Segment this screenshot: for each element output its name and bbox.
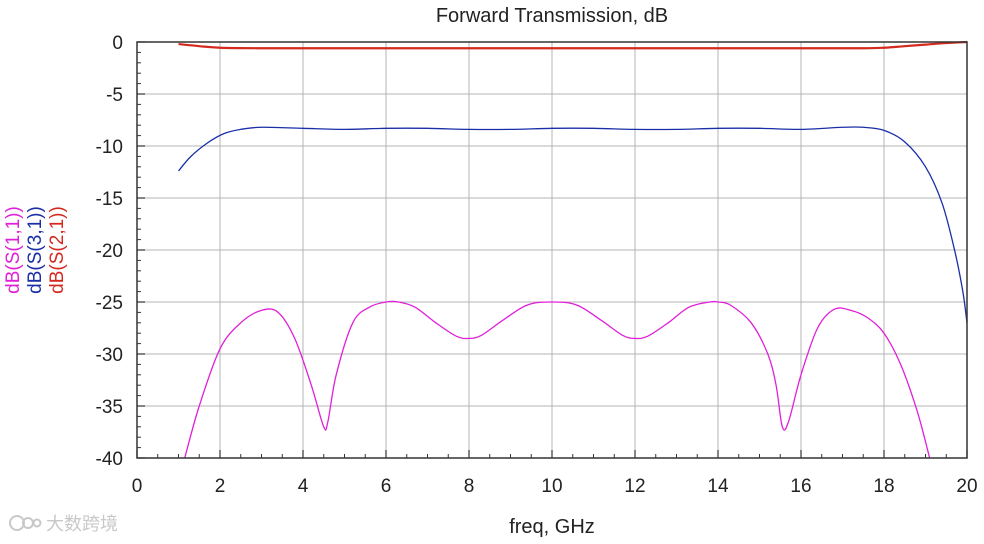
series-line-1 — [178, 126, 968, 323]
x-tick-label: 2 — [215, 476, 226, 497]
tick-labels: 0 2 4 6 8 10 12 14 16 18 20 0 -5 -10 -15 -20 -25 -30 -35 -4… — [96, 33, 978, 497]
x-tick-label: 18 — [873, 476, 894, 497]
series-line-0 — [184, 300, 931, 459]
grid — [137, 42, 967, 458]
x-tick-label: 10 — [541, 476, 562, 497]
y-tick-label: -25 — [96, 293, 123, 314]
x-tick-label: 4 — [298, 476, 309, 497]
x-tick-label: 12 — [624, 476, 645, 497]
y-tick-label: -40 — [96, 449, 123, 470]
legend-entry-1: dB(S(3,1)) — [25, 206, 46, 294]
ticks — [136, 41, 968, 459]
x-tick-label: 6 — [381, 476, 392, 497]
x-tick-label: 20 — [956, 476, 977, 497]
x-tick-label: 14 — [707, 476, 729, 497]
watermark-logo-icon — [9, 515, 42, 531]
watermark: 大数跨境 — [8, 510, 118, 536]
chart-title: Forward Transmission, dB — [436, 5, 668, 27]
y-tick-label: -30 — [96, 345, 123, 366]
y-tick-label: -5 — [106, 85, 123, 106]
x-tick-label: 8 — [464, 476, 475, 497]
legend: dB(S(1,1)) dB(S(3,1)) dB(S(2,1)) — [3, 206, 68, 294]
y-tick-label: -35 — [96, 397, 123, 418]
y-tick-label: 0 — [112, 33, 123, 54]
y-tick-label: -15 — [96, 189, 123, 210]
y-tick-label: -10 — [96, 137, 123, 158]
x-tick-label: 16 — [790, 476, 811, 497]
legend-entry-2: dB(S(2,1)) — [47, 206, 68, 294]
legend-entry-0: dB(S(1,1)) — [3, 206, 24, 294]
x-axis-label: freq, GHz — [509, 516, 595, 538]
watermark-text: 大数跨境 — [46, 514, 118, 535]
series-line-2 — [178, 40, 968, 50]
x-tick-label: 0 — [132, 476, 143, 497]
y-tick-label: -20 — [96, 241, 123, 262]
series-layer — [178, 40, 968, 459]
